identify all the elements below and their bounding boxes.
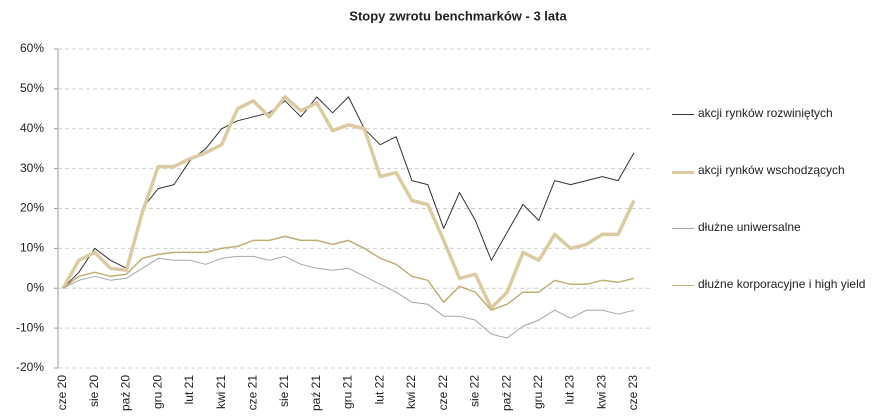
legend-swatch: [672, 285, 694, 286]
y-tick-label: 10%: [20, 241, 44, 255]
y-tick-label: 0%: [27, 280, 45, 294]
legend-item: dłużne korporacyjne i high yield: [672, 277, 895, 334]
x-tick-label: lut 23: [563, 375, 577, 405]
x-tick-label: gru 21: [341, 375, 355, 409]
x-tick-label: paź 21: [309, 375, 323, 411]
x-tick-label: sie 22: [468, 375, 482, 407]
legend-swatch: [672, 114, 694, 115]
x-tick-label: kwi 21: [214, 375, 228, 409]
x-tick-label: cze 20: [55, 375, 69, 411]
x-tick-label: sie 20: [87, 375, 101, 407]
x-tick-label: lut 21: [182, 375, 196, 405]
x-tick-label: kwi 22: [404, 375, 418, 409]
y-tick-label: 20%: [20, 201, 44, 215]
legend: akcji rynków rozwiniętych akcji rynków ws…: [672, 106, 895, 334]
x-tick-label: gru 22: [531, 375, 545, 409]
x-tick-label: paź 20: [119, 375, 133, 411]
y-tick-label: -20%: [16, 360, 44, 374]
series-line: [62, 255, 635, 339]
legend-item: akcji rynków wschodzących: [672, 163, 895, 220]
x-tick-label: kwi 23: [594, 375, 608, 409]
legend-label: dłużne uniwersalne: [698, 220, 801, 234]
y-tick-label: 60%: [20, 41, 44, 55]
series-line: [62, 235, 635, 311]
legend-label: akcji rynków rozwiniętych: [698, 106, 833, 120]
legend-label: akcji rynków wschodzących: [698, 163, 845, 177]
x-tick-label: gru 20: [150, 375, 164, 409]
x-tick-label: cze 23: [626, 375, 640, 411]
series-line: [62, 96, 635, 289]
y-tick-label: 50%: [20, 81, 44, 95]
x-tick-label: cze 21: [246, 375, 260, 411]
x-tick-label: paź 22: [499, 375, 513, 411]
y-tick-label: -10%: [16, 320, 44, 334]
series-line: [61, 95, 636, 310]
y-tick-label: 30%: [20, 161, 44, 175]
y-tick-label: 40%: [20, 121, 44, 135]
legend-item: akcji rynków rozwiniętych: [672, 106, 895, 163]
chart-title: Stopy zwrotu benchmarków - 3 lata: [349, 8, 567, 23]
legend-swatch: [672, 171, 694, 174]
x-tick-label: lut 22: [372, 375, 386, 405]
x-tick-label: cze 22: [436, 375, 450, 411]
x-tick-label: sie 21: [277, 375, 291, 407]
legend-label: dłużne korporacyjne i high yield: [698, 277, 866, 291]
legend-swatch: [672, 228, 694, 229]
legend-item: dłużne uniwersalne: [672, 220, 895, 277]
